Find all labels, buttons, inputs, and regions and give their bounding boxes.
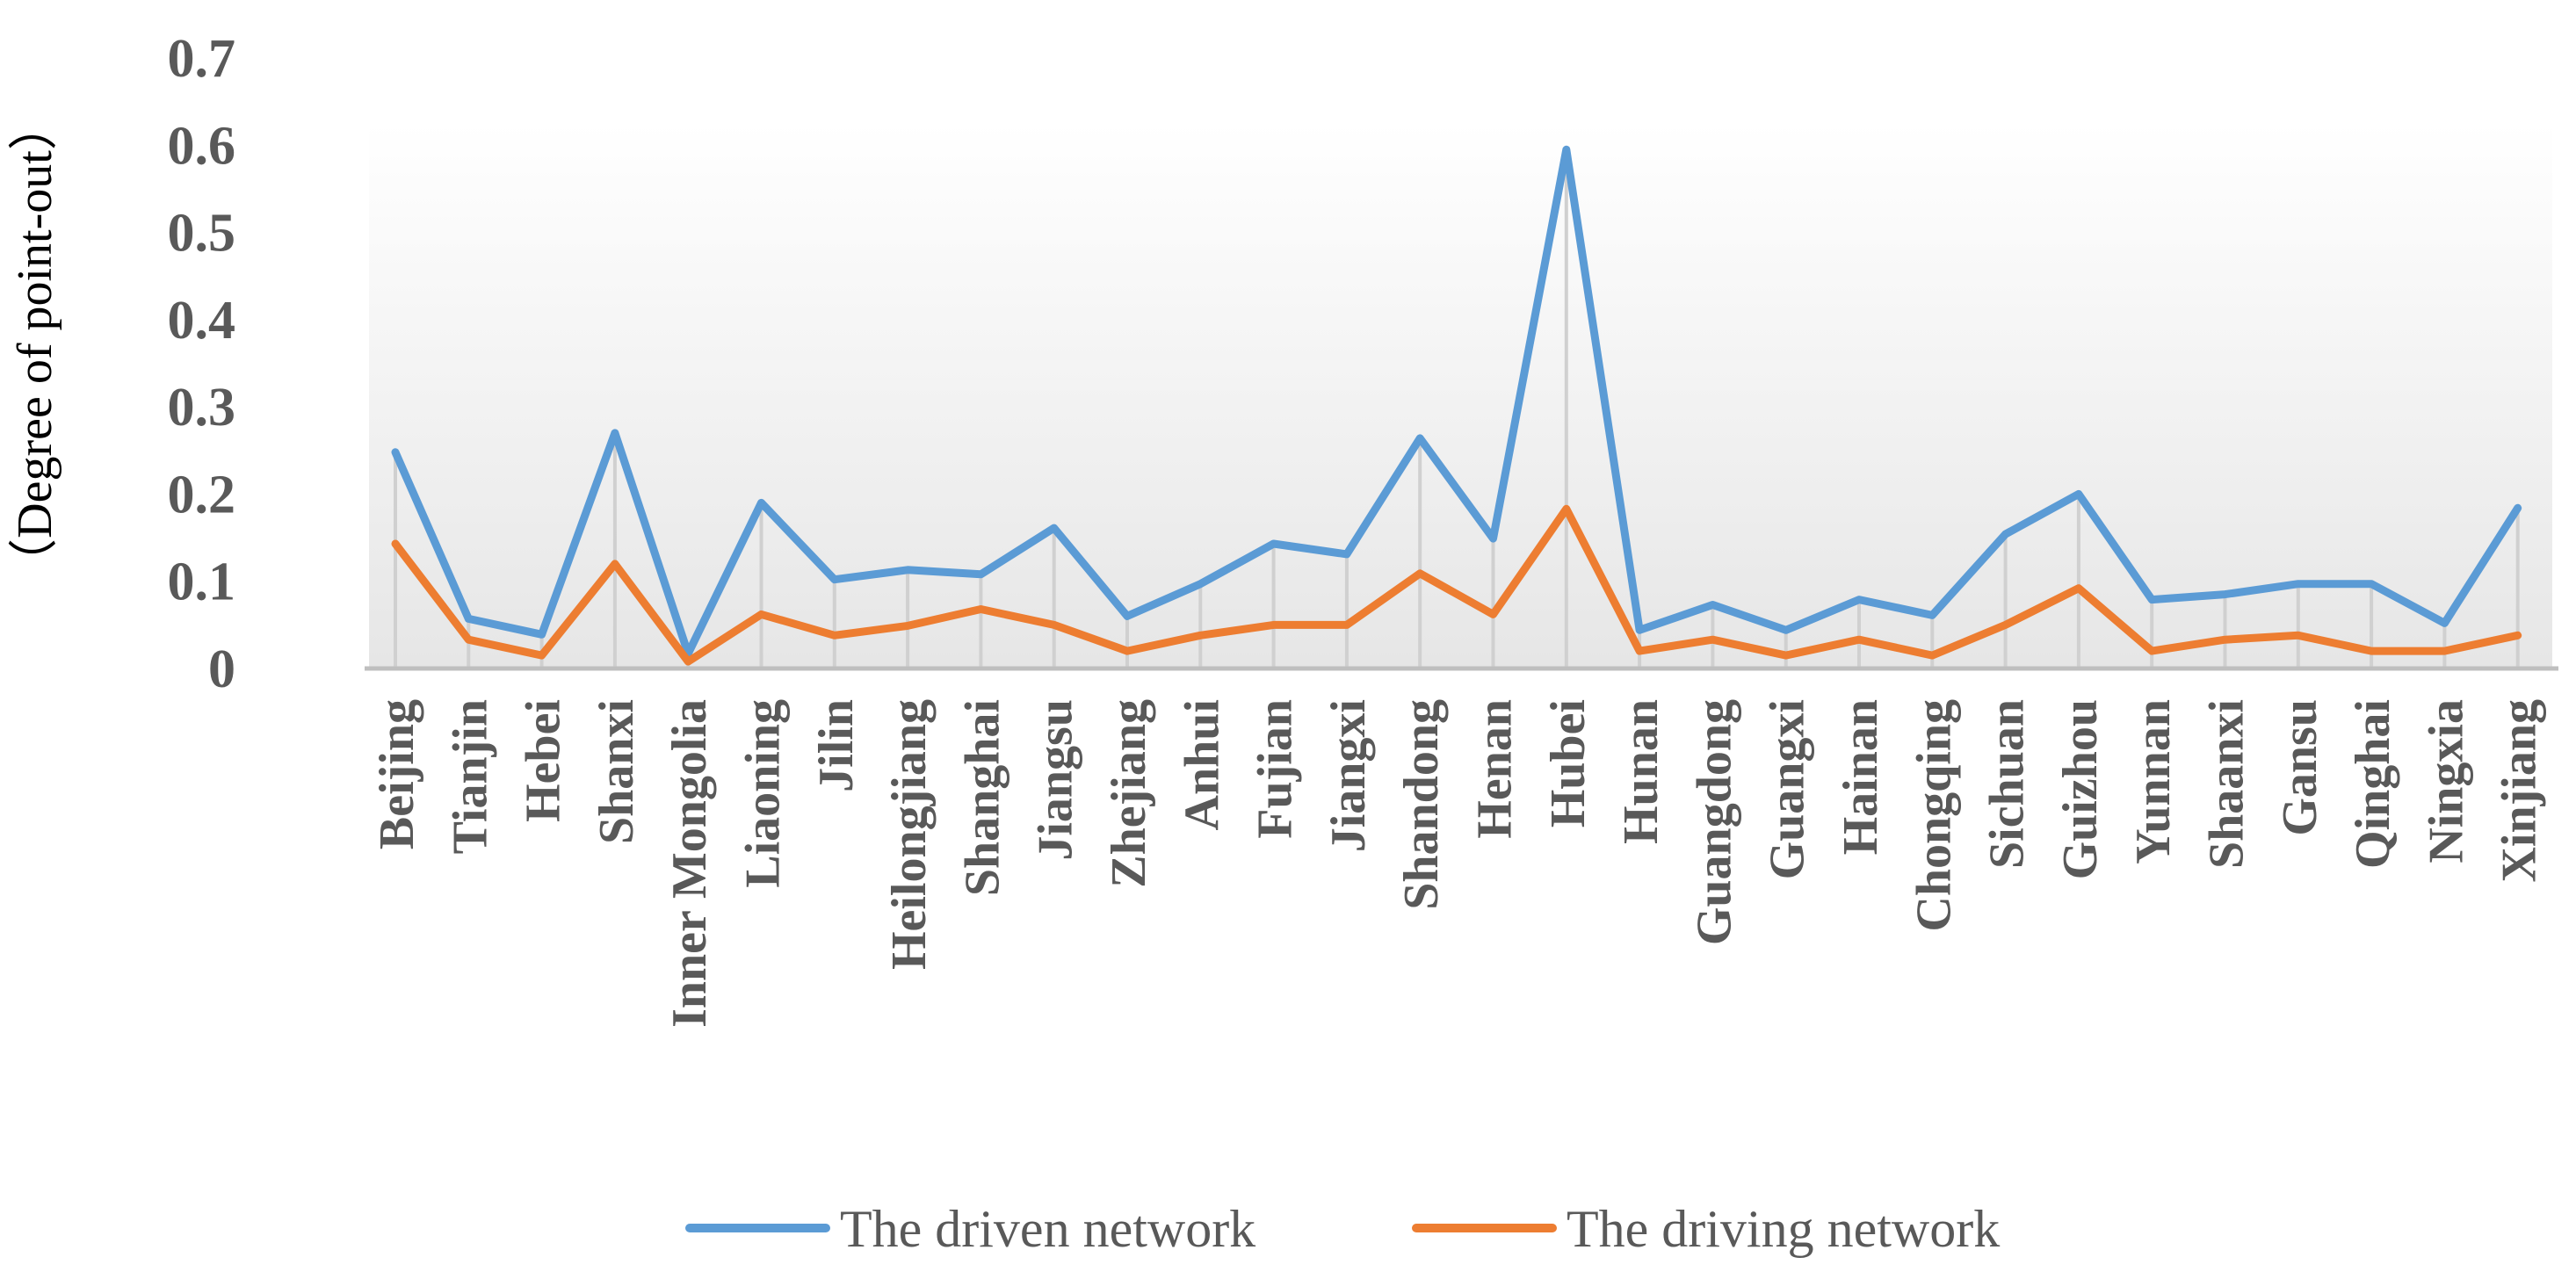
x-tick-label: Shaanxi [2200, 699, 2254, 869]
y-tick-label: 0 [208, 640, 235, 699]
x-tick-label: Anhui [1175, 699, 1229, 830]
series-line-driven-network [391, 145, 2522, 658]
y-axis-ticks: 0 0.1 0.2 0.3 0.4 0.5 0.6 0.7 [168, 29, 236, 699]
x-tick-label: Jilin [809, 699, 864, 792]
x-tick-label: Tianjin [443, 699, 497, 854]
x-tick-label: Fujian [1248, 699, 1303, 839]
y-tick-label: 0.1 [168, 553, 236, 612]
x-tick-label: Shandong [1394, 699, 1449, 910]
x-tick-label: Shanxi [590, 699, 644, 844]
x-tick-label: Henan [1468, 699, 1523, 839]
x-tick-label: Yunnan [2126, 699, 2181, 864]
x-tick-label: Qinghai [2346, 699, 2400, 869]
series-line-driving-network [391, 504, 2522, 666]
legend-label: The driving network [1567, 1200, 2000, 1258]
x-tick-label: Heilongjiang [882, 699, 937, 970]
x-tick-label: Inner Mongolia [662, 699, 717, 1028]
y-tick-label: 0.4 [168, 291, 236, 350]
x-tick-label: Shanghai [955, 699, 1009, 896]
x-tick-label: Beijing [370, 699, 424, 849]
x-tick-label: Hubei [1541, 699, 1596, 827]
x-tick-label: Hebei [517, 699, 571, 822]
drop-lines [394, 149, 2520, 668]
y-tick-label: 0.5 [168, 204, 236, 264]
x-tick-label: Jiangxi [1321, 699, 1376, 852]
x-tick-label: Ningxia [2419, 699, 2473, 864]
x-tick-label: Chongqing [1907, 699, 1961, 932]
x-tick-label: Guangxi [1761, 699, 1815, 879]
x-tick-label: Guangdong [1687, 699, 1741, 945]
legend-label: The driven network [840, 1200, 1255, 1258]
x-tick-label: Gansu [2273, 699, 2327, 836]
y-tick-label: 0.7 [168, 29, 236, 89]
x-tick-label: Hunan [1614, 699, 1668, 844]
x-tick-label: Sichuan [1980, 699, 2035, 869]
y-axis-label: （Degree of point-out） [8, 101, 62, 588]
x-axis-ticks: Beijing Tianjin Hebei Shanxi Inner Mongolia L… [370, 699, 2547, 1028]
x-tick-label: Hainan [1834, 699, 1888, 855]
y-tick-label: 0.3 [168, 378, 236, 437]
x-tick-label: Jiangsu [1029, 699, 1083, 861]
plot-area-background [369, 123, 2552, 668]
x-tick-label: Zhejiang [1102, 699, 1156, 888]
series-layer [391, 145, 2522, 666]
x-tick-label: Guizhou [2053, 699, 2108, 879]
y-tick-label: 0.6 [168, 116, 236, 176]
legend: The driven network The driving network [685, 1200, 2000, 1258]
x-tick-label: Liaoning [736, 699, 791, 888]
x-tick-label: Xinjiang [2493, 699, 2547, 883]
y-tick-label: 0.2 [168, 465, 236, 524]
